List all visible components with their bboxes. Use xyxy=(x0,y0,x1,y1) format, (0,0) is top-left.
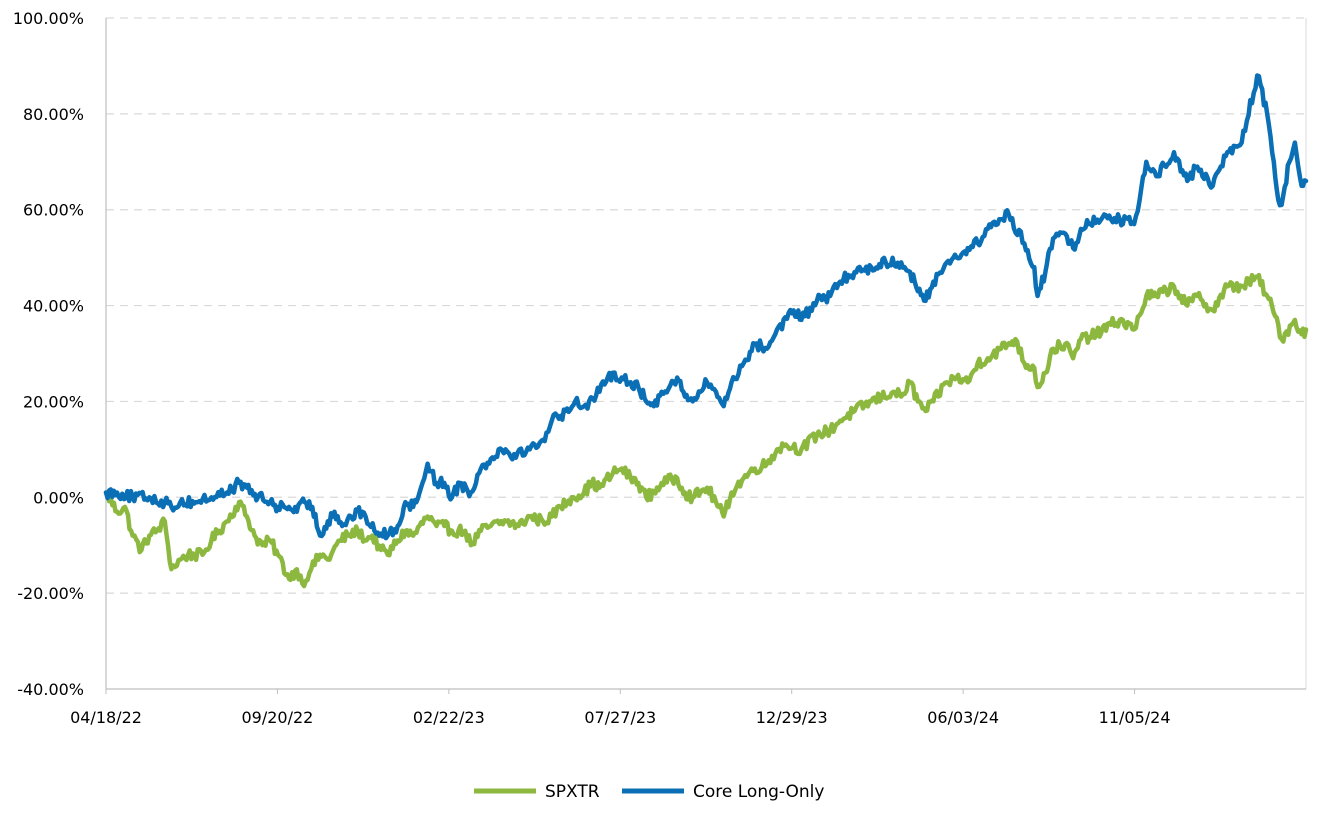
gridlines xyxy=(106,17,1307,689)
legend-label-core-long-only: Core Long-Only xyxy=(693,782,824,802)
y-tick-label: 20.00% xyxy=(23,392,84,411)
y-tick-label: 100.00% xyxy=(13,9,84,28)
x-tick-label: 12/29/23 xyxy=(756,708,828,727)
series-line-spxtr xyxy=(103,272,1309,589)
x-tick-label: 06/03/24 xyxy=(927,708,999,727)
y-tick-label: 60.00% xyxy=(23,201,84,220)
legend: SPXTR Core Long-Only xyxy=(474,782,824,802)
y-tick-label: 40.00% xyxy=(23,297,84,316)
legend-label-spxtr: SPXTR xyxy=(545,782,600,802)
x-tick-label: 09/20/22 xyxy=(241,708,313,727)
y-tick-label: -40.00% xyxy=(17,680,84,699)
axes: -40.00% -20.00% 0.00% 20.00% 40.00% 60.00% 80.… xyxy=(13,9,1306,727)
y-tick-label: -20.00% xyxy=(17,584,84,603)
series-lines xyxy=(103,73,1309,589)
y-tick-label: 0.00% xyxy=(33,488,84,507)
x-tick-label: 11/05/24 xyxy=(1099,708,1171,727)
x-tick-label: 04/18/22 xyxy=(70,708,142,727)
x-tick-label: 02/22/23 xyxy=(413,708,485,727)
y-tick-label: 80.00% xyxy=(23,105,84,124)
series-line-core-long-only xyxy=(103,73,1309,541)
x-tick-label: 07/27/23 xyxy=(584,708,656,727)
